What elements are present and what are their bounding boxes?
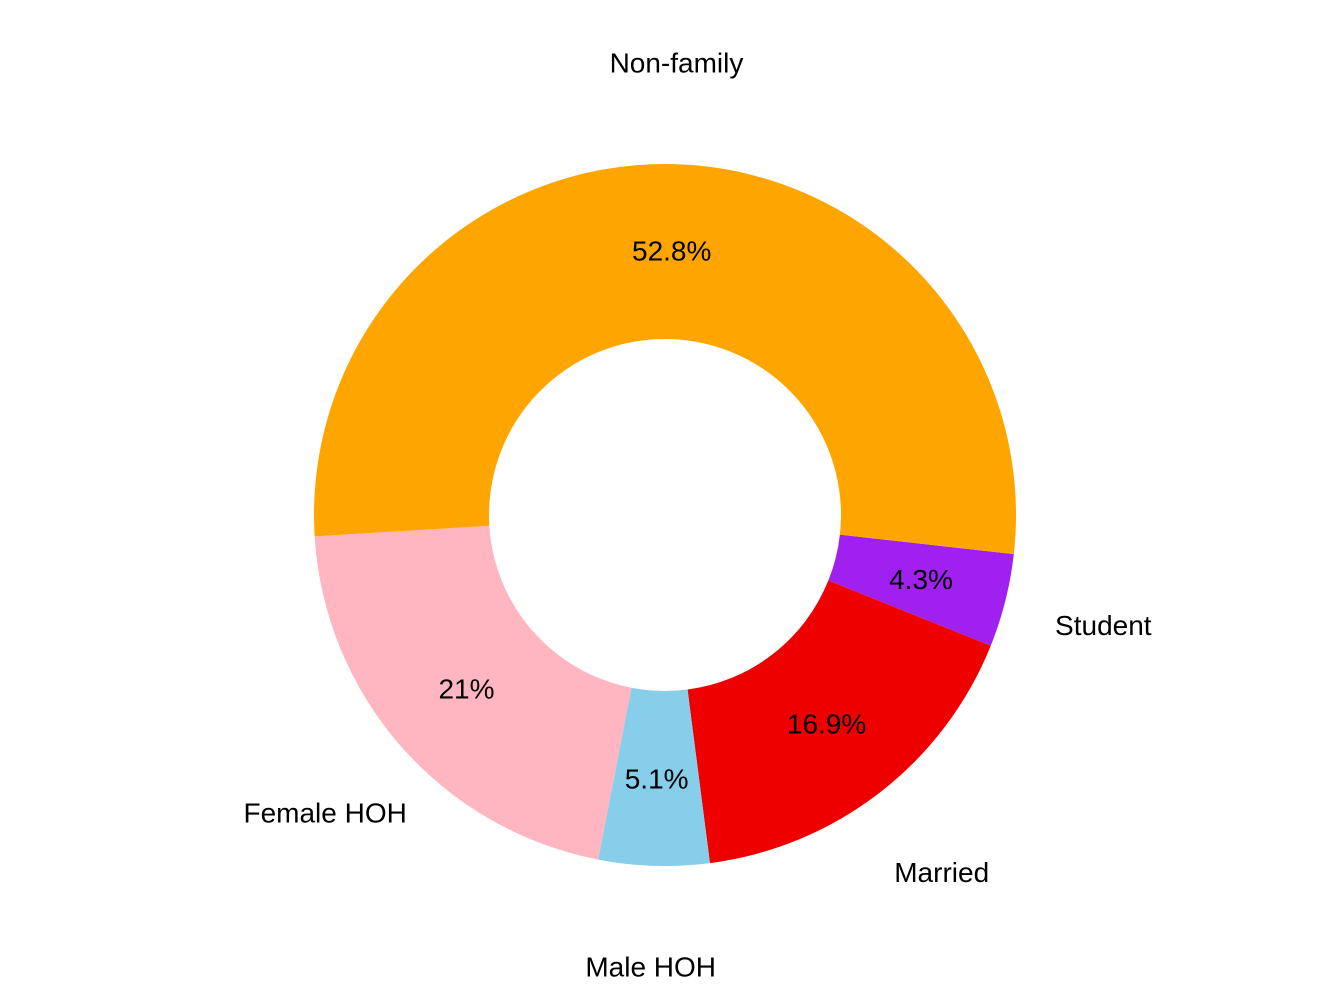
slices-group <box>314 163 1017 866</box>
category-label-male-hoh: Male HOH <box>585 951 716 982</box>
category-label-female-hoh: Female HOH <box>243 798 406 829</box>
category-label-student: Student <box>1055 610 1152 641</box>
percent-label-female-hoh: 21% <box>438 674 494 705</box>
percent-label-married: 16.9% <box>787 708 866 739</box>
slice-student <box>828 534 1014 646</box>
percent-label-non-family: 52.8% <box>632 236 711 267</box>
category-label-non-family: Non-family <box>610 48 744 79</box>
slice-married <box>687 580 991 864</box>
category-label-married: Married <box>894 857 989 888</box>
category-labels-group: Student Married Male HOH Female HOH Non-fami… <box>243 48 1151 983</box>
percent-label-student: 4.3% <box>889 564 953 595</box>
percent-labels-group: 4.3% 16.9% 5.1% 21% 52.8% <box>438 236 952 795</box>
slice-female-hoh <box>314 525 632 860</box>
slice-non-family <box>314 163 1017 555</box>
percent-label-male-hoh: 5.1% <box>625 763 689 794</box>
slice-male-hoh <box>598 687 710 866</box>
